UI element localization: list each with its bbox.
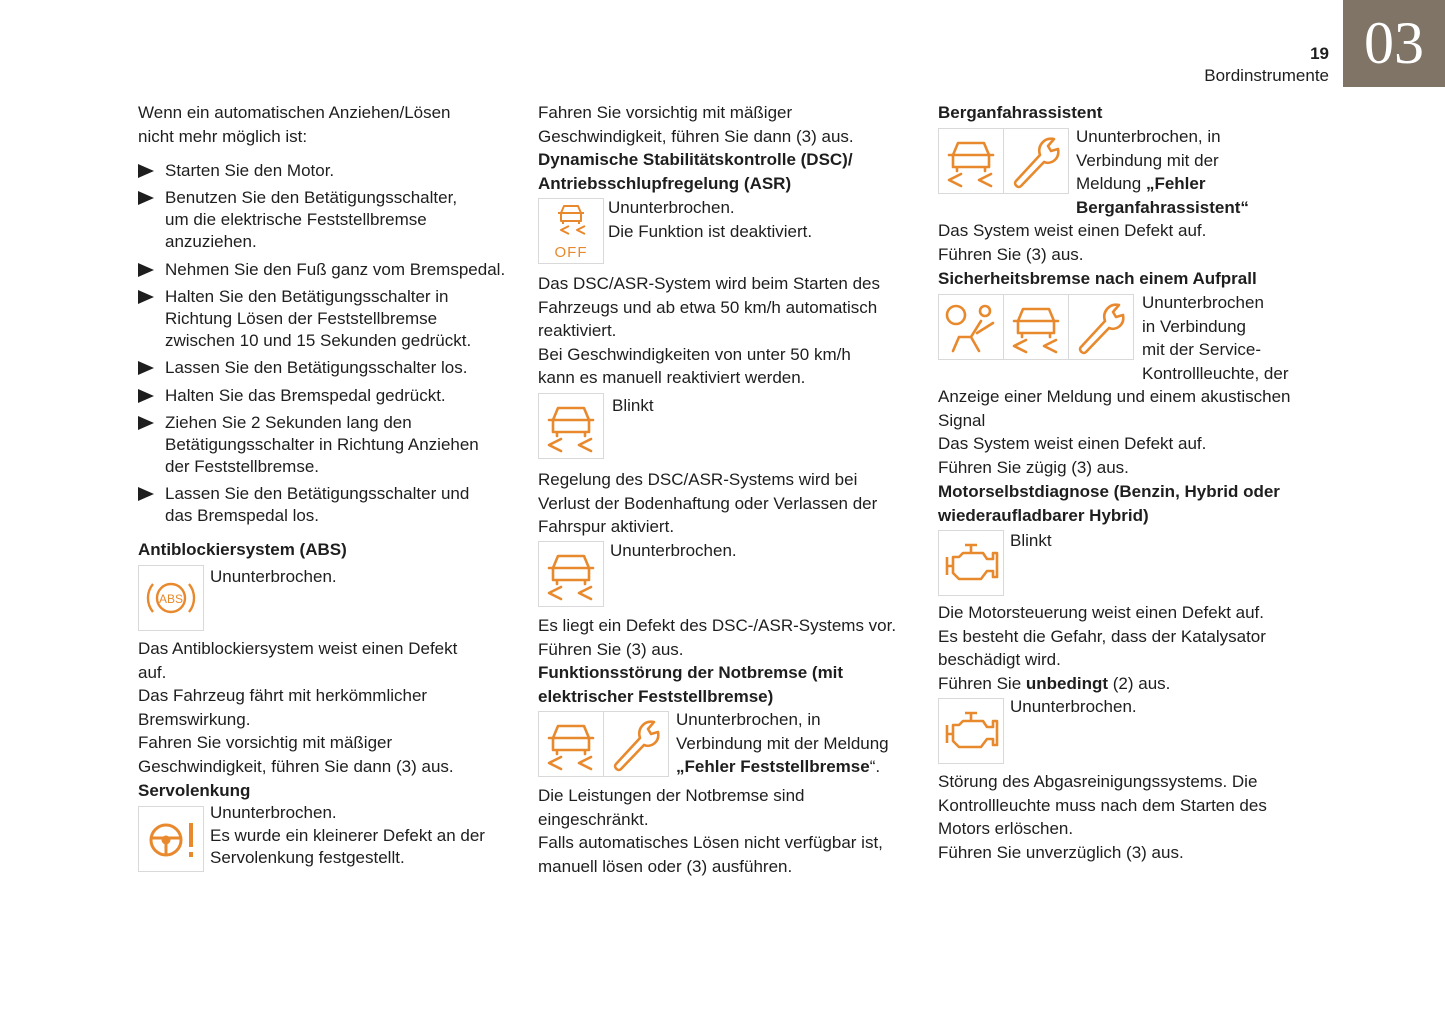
wrench-icon	[603, 711, 669, 777]
servo-text: Ununterbrochen. Es wurde ein kleinerer D…	[210, 803, 485, 867]
abs-heading: Antiblockiersystem (ABS)	[138, 540, 347, 559]
notbremse-state: Ununterbrochen, in Verbindung mit der Me…	[676, 710, 889, 777]
step-5: Lassen Sie den Betätigungsschalter los.	[138, 357, 467, 379]
bullet-icon	[138, 263, 154, 277]
bullet-icon	[138, 191, 154, 205]
berg-heading: Berganfahrassistent	[938, 103, 1103, 122]
sich-heading: Sicherheitsbremse nach einem Aufprall	[938, 269, 1257, 288]
bullet-icon	[138, 361, 154, 375]
dsc-skid-icon	[538, 711, 604, 777]
dsc-skid-icon	[538, 541, 604, 607]
page-number: 19	[1310, 44, 1329, 63]
bullet-icon	[138, 389, 154, 403]
blink-text: Blinkt	[1010, 531, 1052, 550]
dsc-skid-icon	[938, 128, 1004, 194]
step-2: Benutzen Sie den Betätigungsschalter, um…	[138, 187, 457, 253]
engine-icon	[938, 698, 1004, 764]
wrench-icon	[1068, 294, 1134, 360]
step-6: Halten Sie das Bremspedal gedrückt.	[138, 385, 446, 407]
sich-state: Ununterbrochen in Verbindung mit der Ser…	[1142, 293, 1289, 383]
dsc-heading: Dynamische Stabilitätskontrolle (DSC)/ A…	[538, 150, 853, 193]
berg-text: Das System weist einen Defekt auf. Führe…	[938, 221, 1207, 264]
blink-text: Blinkt	[612, 396, 654, 415]
step-7: Ziehen Sie 2 Sekunden lang den Betätigun…	[138, 412, 479, 478]
notbremse-heading: Funktionsstörung der Notbremse (mit elek…	[538, 663, 844, 706]
abgas-text: Störung des Abgasreinigungssystems. Die …	[938, 772, 1267, 862]
berg-state: Ununterbrochen, in Verbindung mit der Me…	[1076, 127, 1249, 217]
step-4: Halten Sie den Betätigungsschalter in Ri…	[138, 286, 471, 352]
airbag-icon	[938, 294, 1004, 360]
bullet-icon	[138, 164, 154, 178]
motor-text: Die Motorsteuerung weist einen Defekt au…	[938, 603, 1266, 693]
abs-icon-label: ABS	[159, 592, 183, 606]
p4: Es liegt ein Defekt des DSC-/ASR-Systems…	[538, 616, 897, 659]
p1: Fahren Sie vorsichtig mit mäßiger Geschw…	[538, 103, 854, 146]
wrench-icon	[1003, 128, 1069, 194]
off-label: OFF	[555, 244, 588, 261]
continuous-text: Ununterbrochen.	[610, 541, 737, 560]
dsc-skid-icon	[538, 393, 604, 459]
servo-heading: Servolenkung	[138, 781, 251, 800]
abs-state: Ununterbrochen.	[210, 567, 337, 586]
dsc-off-icon: OFF	[538, 198, 604, 264]
dsc-skid-icon	[1003, 294, 1069, 360]
p3: Regelung des DSC/ASR-Systems wird bei Ve…	[538, 470, 878, 537]
step-1: Starten Sie den Motor.	[138, 160, 334, 182]
abs-text: Das Antiblockiersystem weist einen Defek…	[138, 639, 458, 776]
p5: Die Leistungen der Notbremse sind einges…	[538, 786, 883, 876]
steering-warning-icon	[138, 806, 204, 872]
step-8: Lassen Sie den Betätigungsschalter und d…	[138, 483, 469, 527]
intro-text: Wenn ein automatischen Anziehen/Lösen ni…	[138, 103, 451, 146]
engine-icon	[938, 530, 1004, 596]
p2: Das DSC/ASR-System wird beim Starten des…	[538, 274, 880, 388]
bullet-icon	[138, 290, 154, 304]
continuous-text: Ununterbrochen.	[1010, 697, 1137, 716]
sich-text: Anzeige einer Meldung und einem akustisc…	[938, 387, 1291, 477]
dsc-off-text: Ununterbrochen. Die Funktion ist deaktiv…	[608, 198, 813, 241]
bullet-icon	[138, 416, 154, 430]
bullet-icon	[138, 487, 154, 501]
motor-heading: Motorselbstdiagnose (Benzin, Hybrid oder…	[938, 482, 1280, 525]
section-title: Bordinstrumente	[1204, 66, 1329, 85]
abs-warning-icon: ABS	[138, 565, 204, 631]
step-3: Nehmen Sie den Fuß ganz vom Bremspedal.	[138, 259, 505, 281]
chapter-tab: 03	[1343, 0, 1445, 87]
